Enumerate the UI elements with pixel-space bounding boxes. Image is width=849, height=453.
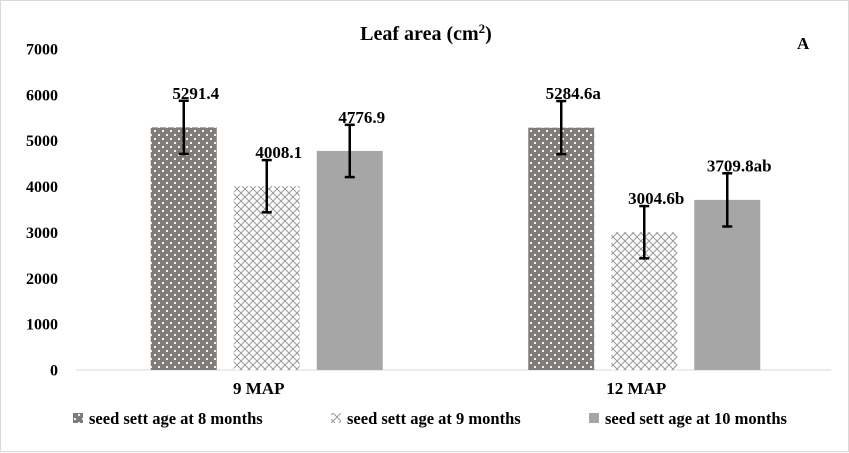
data-label: 3004.6b [628, 189, 684, 208]
x-category-label: 9 MAP [233, 379, 284, 398]
y-tick-label: 5000 [26, 133, 58, 150]
y-tick-label: 7000 [26, 42, 58, 59]
chart-title-suffix: ) [485, 23, 492, 45]
data-label: 5291.4 [172, 84, 219, 103]
legend: seed sett age at 8 months seed sett age a… [73, 409, 788, 428]
y-tick-label: 2000 [26, 271, 58, 288]
legend-label: seed sett age at 10 months [605, 409, 788, 428]
bar [528, 127, 595, 370]
y-tick-label: 4000 [26, 179, 58, 196]
chart-title-superscript: 2 [479, 21, 486, 36]
bar [694, 199, 761, 370]
error-bars [178, 99, 733, 260]
chart-title-main: Leaf area (cm [360, 23, 479, 45]
bars [150, 127, 761, 370]
data-label: 4776.9 [338, 108, 385, 127]
x-category-label: 12 MAP [606, 379, 666, 398]
legend-label: seed sett age at 9 months [347, 409, 521, 428]
bar [316, 150, 383, 370]
legend-swatch [73, 413, 83, 423]
data-labels: 5291.4 4008.1 4776.9 5284.6a 3004.6b 3709.8ab [172, 84, 771, 208]
data-label: 4008.1 [255, 143, 302, 162]
data-label: 5284.6a [546, 84, 602, 103]
legend-swatch [331, 413, 341, 423]
y-tick-label: 3000 [26, 225, 58, 242]
panel-label: A [797, 34, 810, 53]
data-label: 3709.8ab [707, 156, 772, 175]
bar [233, 186, 300, 370]
y-tick-label: 6000 [26, 87, 58, 104]
bar [150, 127, 217, 370]
legend-swatch [589, 413, 599, 423]
y-tick-label: 1000 [26, 317, 58, 334]
y-axis: 0 1000 2000 3000 4000 5000 6000 7000 [26, 42, 58, 380]
chart-title: Leaf area (cm2) [360, 21, 492, 45]
y-tick-label: 0 [50, 363, 58, 380]
x-axis: 9 MAP 12 MAP [76, 369, 831, 398]
legend-label: seed sett age at 8 months [89, 409, 263, 428]
